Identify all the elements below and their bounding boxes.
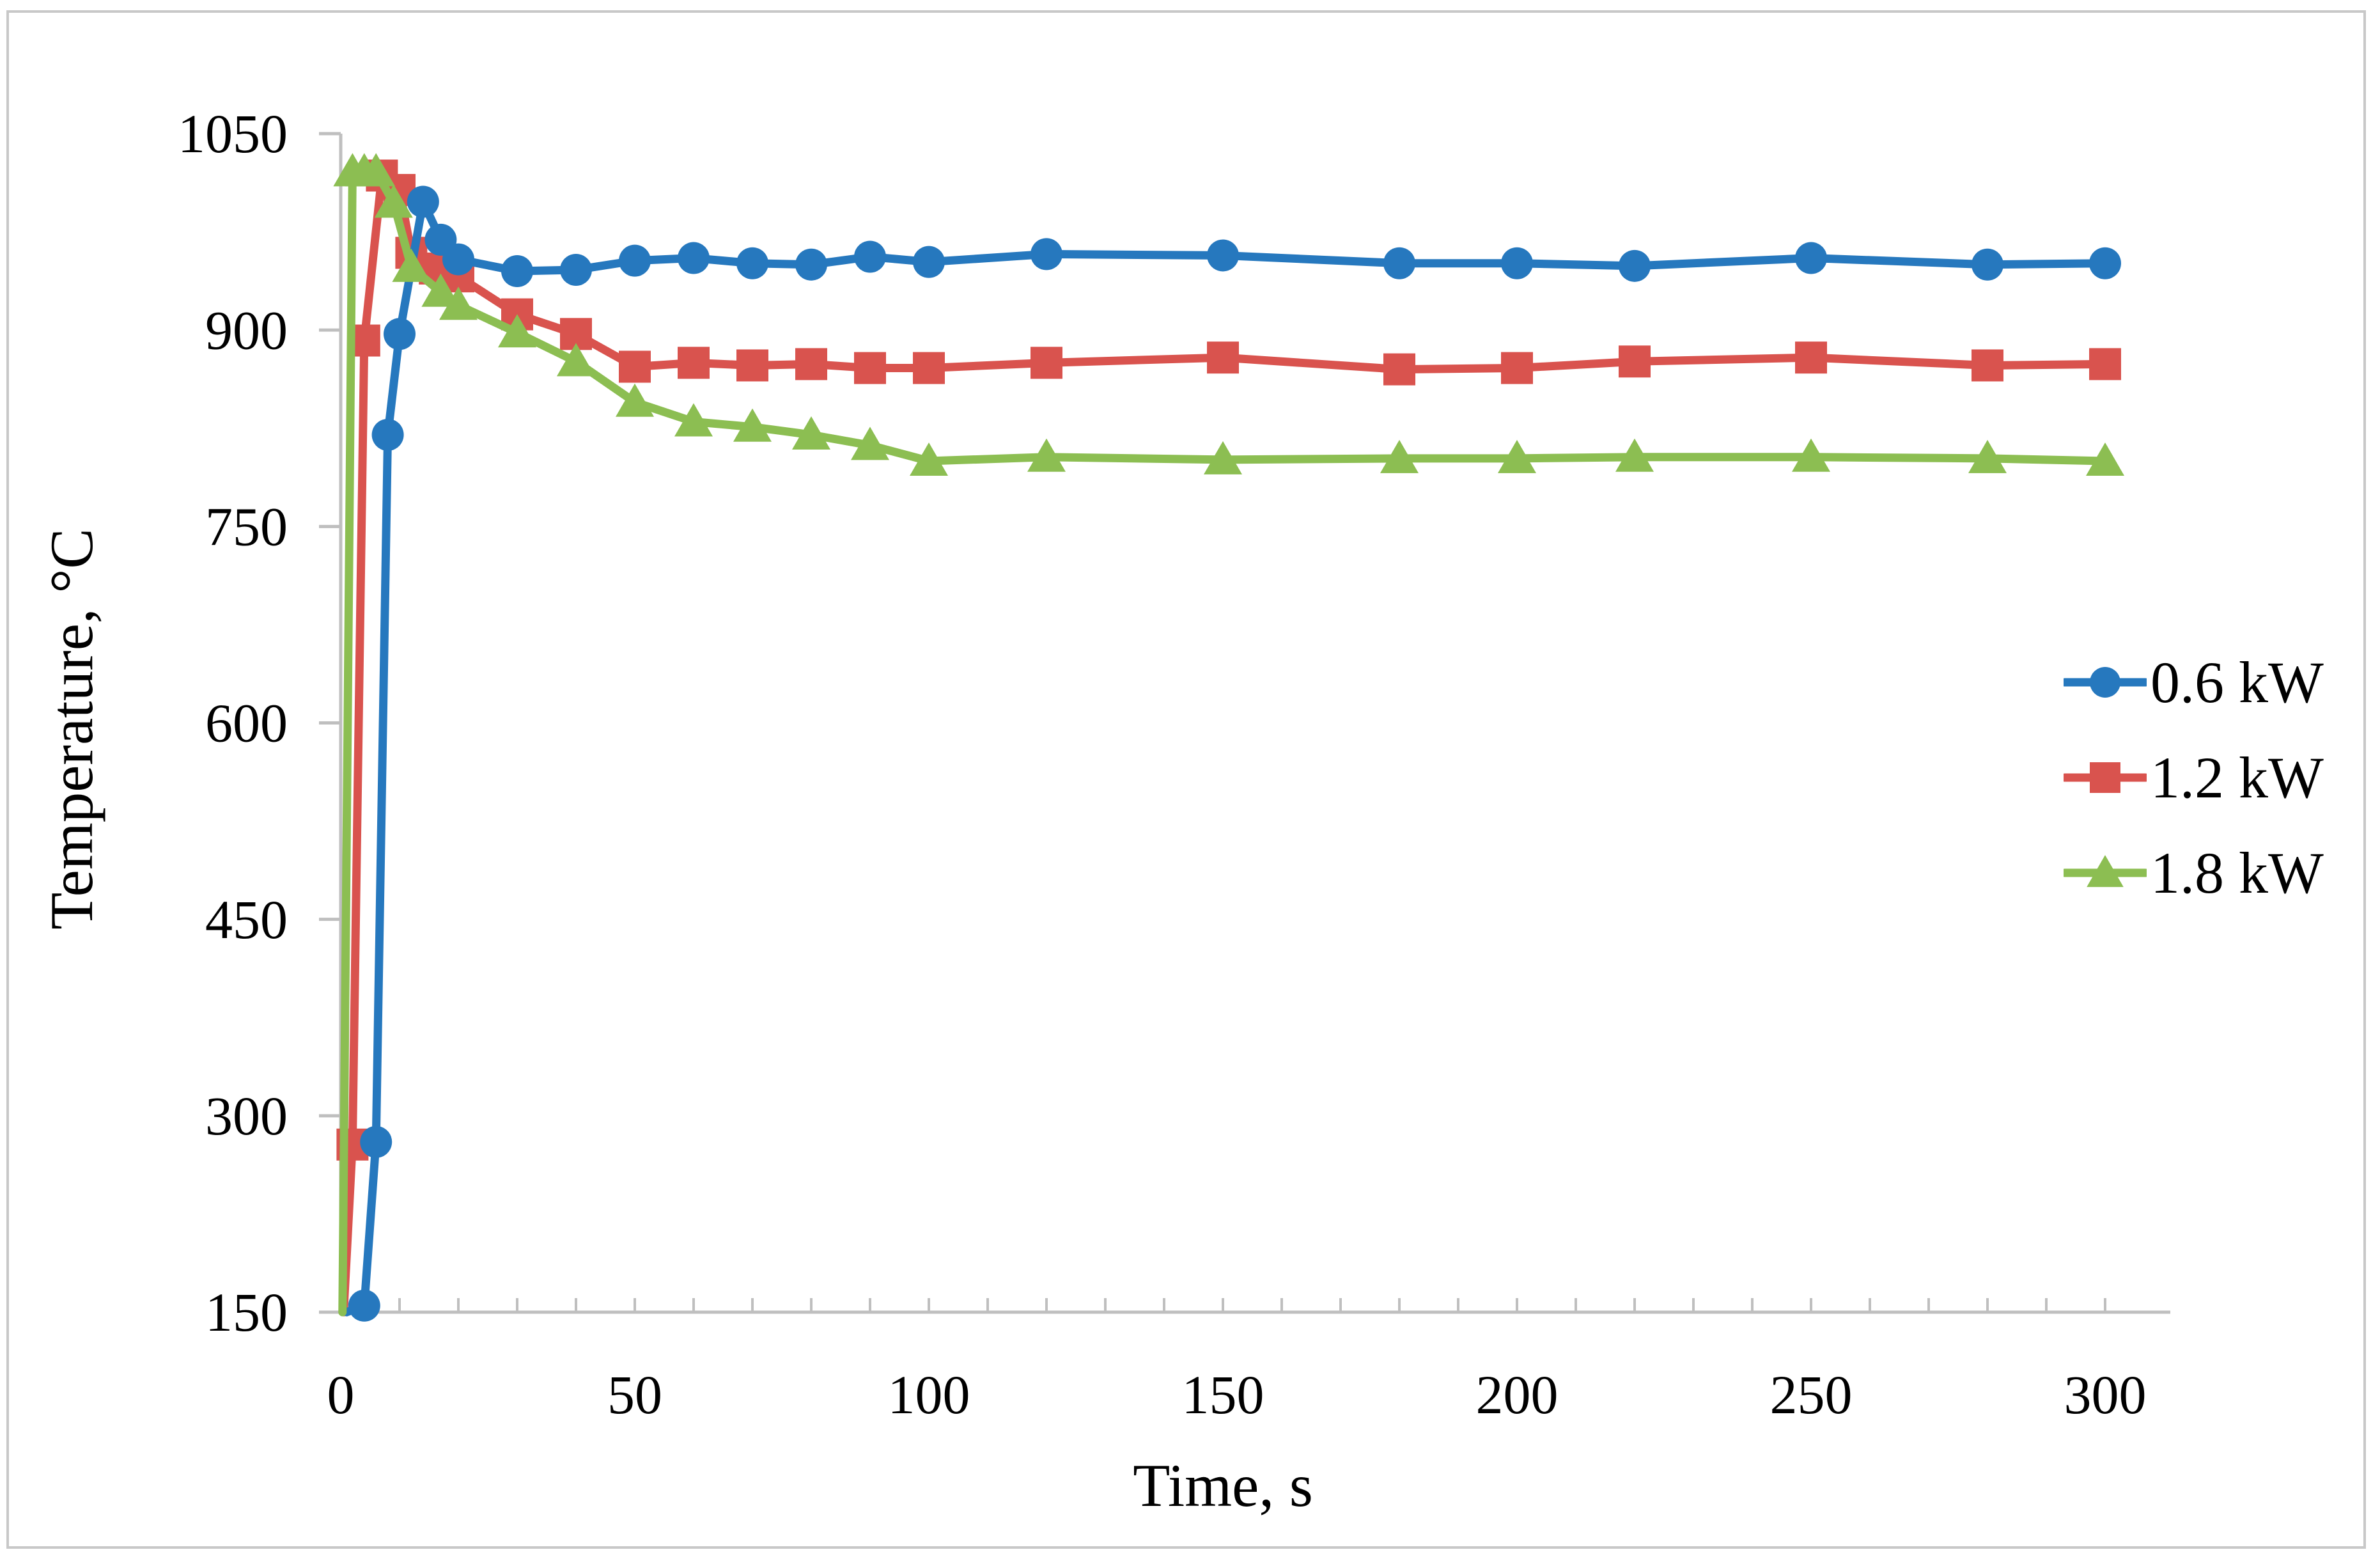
data-point-marker xyxy=(1619,249,1651,282)
data-point-marker xyxy=(2089,348,2121,380)
data-point-marker xyxy=(1031,347,1062,379)
data-point-marker xyxy=(1380,439,1419,473)
y-tick-label: 900 xyxy=(205,299,288,361)
y-axis-title: Temperature, °C xyxy=(38,528,105,930)
data-point-marker xyxy=(2090,666,2120,698)
x-axis-title: Time, s xyxy=(1133,1452,1313,1519)
x-tick-label: 200 xyxy=(1476,1364,1559,1425)
data-point-marker xyxy=(1207,341,1239,374)
data-point-marker xyxy=(421,273,460,307)
y-tick-label: 1050 xyxy=(178,103,288,164)
data-point-marker xyxy=(2089,247,2121,279)
legend-item-18kw: 1.8 kW xyxy=(2064,825,2324,920)
data-point-marker xyxy=(792,416,830,450)
x-tick-label: 300 xyxy=(2064,1364,2147,1425)
data-point-marker xyxy=(2086,442,2124,476)
series-1.2-kw xyxy=(336,159,2121,1317)
data-point-marker xyxy=(2087,854,2124,887)
data-point-marker xyxy=(1972,349,2003,382)
data-point-marker xyxy=(348,1289,380,1322)
data-point-marker xyxy=(1501,247,1533,279)
legend: 0.6 kW 1.2 kW 1.8 kW xyxy=(2064,634,2324,920)
data-point-marker xyxy=(733,408,772,442)
data-point-marker xyxy=(619,244,651,277)
data-point-marker xyxy=(1795,242,1827,274)
legend-item-06kw: 0.6 kW xyxy=(2064,634,2324,730)
legend-label: 1.2 kW xyxy=(2151,744,2324,810)
data-point-marker xyxy=(1615,438,1654,472)
data-point-marker xyxy=(913,352,945,384)
y-tick-label: 300 xyxy=(205,1085,288,1147)
data-point-marker xyxy=(678,347,710,379)
legend-marker-triangle-icon xyxy=(2064,854,2147,887)
data-point-marker xyxy=(1792,438,1830,472)
x-tick-label: 250 xyxy=(1770,1364,1853,1425)
data-point-marker xyxy=(1383,247,1415,279)
data-point-marker xyxy=(913,246,945,278)
data-point-marker xyxy=(1972,248,2003,281)
data-point-marker xyxy=(736,247,768,279)
data-point-marker xyxy=(851,427,889,460)
data-point-marker xyxy=(736,349,768,382)
data-point-marker xyxy=(1619,345,1651,378)
data-point-marker xyxy=(357,153,396,187)
data-point-marker xyxy=(1204,441,1242,474)
data-point-marker xyxy=(2090,762,2120,793)
data-point-marker xyxy=(795,348,827,380)
data-point-marker xyxy=(616,383,654,417)
x-tick-label: 100 xyxy=(888,1364,970,1425)
series-1.8-kw xyxy=(333,153,2124,1317)
data-point-marker xyxy=(1501,352,1533,384)
data-point-marker xyxy=(1031,238,1062,270)
data-point-marker xyxy=(795,248,827,281)
legend-item-12kw: 1.2 kW xyxy=(2064,730,2324,825)
data-point-marker xyxy=(360,1125,393,1158)
legend-marker-circle-icon xyxy=(2064,666,2147,698)
data-point-marker xyxy=(619,350,651,383)
data-point-marker xyxy=(854,240,886,273)
figure-border xyxy=(6,10,2366,1549)
data-point-marker xyxy=(1968,439,2007,473)
data-point-marker xyxy=(392,248,431,282)
data-point-marker xyxy=(674,403,713,437)
data-point-marker xyxy=(384,318,416,350)
data-point-marker xyxy=(1027,438,1066,472)
data-point-marker xyxy=(371,418,404,451)
data-point-marker xyxy=(910,442,948,476)
data-point-marker xyxy=(678,242,710,274)
legend-label: 1.8 kW xyxy=(2151,840,2324,905)
data-point-marker xyxy=(1795,341,1827,374)
y-tick-label: 600 xyxy=(205,693,288,754)
data-point-marker xyxy=(501,255,533,288)
y-tick-label: 150 xyxy=(205,1281,288,1343)
x-tick-label: 0 xyxy=(327,1364,355,1425)
data-point-marker xyxy=(1207,239,1239,272)
data-point-marker xyxy=(1498,439,1536,473)
data-point-marker xyxy=(442,243,474,276)
data-point-marker xyxy=(439,286,478,320)
data-point-marker xyxy=(1383,353,1415,386)
data-point-marker xyxy=(498,314,536,348)
data-point-marker xyxy=(557,343,595,377)
x-tick-label: 50 xyxy=(607,1364,662,1425)
series-line xyxy=(342,197,2110,1317)
y-tick-label: 750 xyxy=(205,496,288,558)
legend-marker-square-icon xyxy=(2064,762,2147,793)
legend-label: 0.6 kW xyxy=(2151,649,2324,715)
data-point-marker xyxy=(560,253,592,286)
series-0.6-kw xyxy=(342,185,2121,1322)
data-point-marker xyxy=(374,184,413,218)
data-point-marker xyxy=(407,185,439,218)
y-tick-label: 450 xyxy=(205,889,288,950)
data-point-marker xyxy=(854,352,886,384)
x-tick-label: 150 xyxy=(1182,1364,1264,1425)
